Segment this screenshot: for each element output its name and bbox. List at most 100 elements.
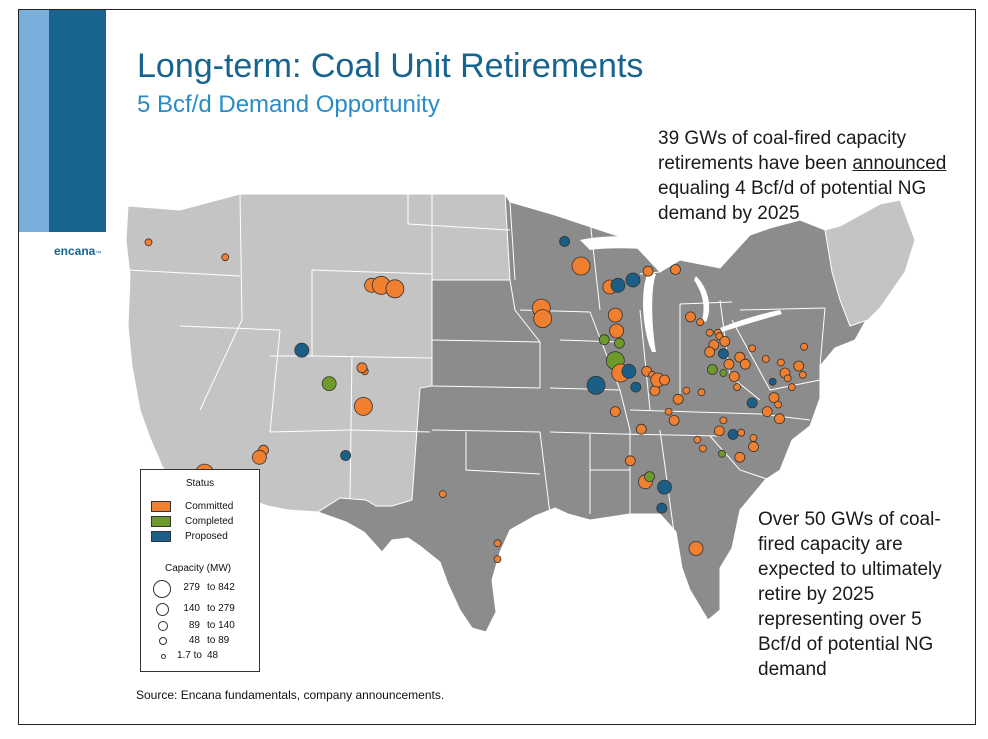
capacity-circle-xs [161, 654, 166, 659]
plant-marker-committed [761, 355, 770, 363]
plant-marker-proposed [746, 397, 758, 409]
plant-marker-committed [356, 362, 368, 374]
legend-capacity-row: 89 to 140 [141, 620, 259, 634]
plant-marker-committed [723, 358, 735, 370]
capacity-hi: to 89 [207, 635, 230, 646]
plant-marker-committed [748, 441, 759, 453]
plant-marker-completed [613, 337, 625, 349]
plant-marker-committed [761, 406, 773, 418]
plant-marker-committed [438, 490, 447, 499]
plant-marker-committed [672, 393, 684, 405]
plant-marker-committed [713, 425, 725, 437]
capacity-lo: 140 [183, 603, 200, 614]
plant-marker-committed [659, 374, 670, 386]
plant-marker-committed [734, 451, 746, 463]
plant-markers [144, 236, 808, 564]
capacity-lo: 89 [188, 620, 200, 631]
slide-title: Long-term: Coal Unit Retirements [137, 47, 644, 85]
legend-capacity-row: 140 to 279 [141, 603, 259, 617]
plant-marker-completed [598, 334, 610, 346]
plant-marker-proposed [559, 236, 571, 247]
plant-marker-proposed [340, 450, 352, 461]
capacity-circle-m [158, 621, 168, 631]
capacity-circle-l [156, 603, 169, 616]
plant-marker-proposed [610, 277, 626, 293]
legend-swatch-completed [151, 516, 171, 527]
plant-marker-committed [668, 414, 680, 426]
lake-huron [694, 276, 710, 322]
source-footnote: Source: Encana fundamentals, company ann… [136, 688, 445, 702]
capacity-lo: 279 [183, 582, 200, 593]
lake-erie [720, 310, 782, 332]
plant-marker-committed [719, 335, 731, 347]
plant-marker-proposed [625, 272, 641, 288]
plant-marker-proposed [586, 375, 606, 395]
plant-marker-committed [704, 346, 716, 358]
plant-marker-committed [697, 388, 706, 397]
lake-michigan [643, 272, 656, 352]
plant-marker-committed [385, 279, 405, 299]
plant-marker-committed [748, 344, 756, 353]
plant-marker-committed [493, 539, 502, 548]
slide-subtitle: 5 Bcf/d Demand Opportunity [137, 91, 440, 118]
accent-bar-dark [49, 10, 106, 232]
plant-marker-committed [685, 311, 696, 323]
announced-retirements-note: 39 GWs of coal-fired capacity retirement… [658, 128, 947, 224]
capacity-circle-xl [153, 580, 171, 598]
plant-marker-committed [800, 342, 808, 351]
plant-marker-committed [609, 323, 625, 339]
legend-status-title: Status [185, 478, 215, 489]
plant-marker-committed [719, 416, 728, 425]
encana-logo: encana™ [54, 244, 102, 258]
lake-superior [580, 236, 680, 252]
capacity-lo: 48 [188, 635, 200, 646]
state-borders [127, 193, 826, 541]
legend-label-committed: Committed [185, 501, 234, 512]
plant-marker-committed [739, 358, 751, 370]
capacity-circle-s [159, 637, 167, 645]
plant-marker-committed [774, 413, 785, 425]
plant-marker-proposed [656, 502, 668, 514]
plant-marker-committed [798, 370, 807, 379]
plant-marker-committed [144, 238, 153, 247]
legend-label-completed: Completed [185, 516, 234, 527]
plant-marker-committed [642, 265, 654, 277]
plant-marker-committed [749, 434, 758, 442]
plant-marker-committed [664, 407, 673, 416]
plant-marker-committed [221, 253, 230, 262]
plant-marker-committed [696, 318, 704, 327]
plant-marker-proposed [630, 381, 642, 393]
plant-marker-proposed [727, 428, 739, 440]
plant-marker-committed [733, 383, 741, 392]
plant-marker-proposed [657, 479, 672, 495]
plant-marker-completed [718, 449, 726, 458]
plant-marker-committed [737, 428, 746, 437]
plant-marker-committed [609, 406, 621, 418]
plant-marker-committed [251, 449, 267, 465]
capacity-lo: 1.7 to [176, 650, 202, 661]
plant-marker-committed [682, 386, 691, 395]
plant-marker-committed [693, 435, 702, 444]
plant-marker-committed [624, 455, 636, 467]
plant-marker-committed [493, 555, 502, 564]
expected-retirements-note: Over 50 GWs of coal-fired capacity are e… [758, 509, 942, 680]
capacity-hi: to 279 [207, 603, 235, 614]
plant-marker-committed [688, 541, 704, 556]
plant-marker-committed [353, 396, 373, 416]
legend-label-proposed: Proposed [185, 531, 228, 542]
legend-capacity-row: 48 to 89 [141, 635, 259, 649]
plant-marker-committed [533, 309, 553, 329]
plant-marker-proposed [294, 342, 310, 358]
us-coal-retirements-map [125, 193, 916, 633]
accent-bar-light [19, 10, 49, 232]
capacity-hi: to 842 [207, 582, 235, 593]
plant-marker-proposed [621, 363, 637, 379]
plant-marker-completed [321, 376, 337, 392]
legend-capacity-title: Capacity (MW) [165, 563, 232, 574]
plant-marker-completed [719, 369, 728, 377]
plant-marker-committed [787, 383, 796, 392]
legend-swatch-proposed [151, 531, 171, 542]
capacity-hi: 48 [207, 650, 219, 661]
map-legend: Status Committed Completed Proposed Capa… [140, 469, 260, 672]
plant-marker-committed [774, 400, 782, 409]
